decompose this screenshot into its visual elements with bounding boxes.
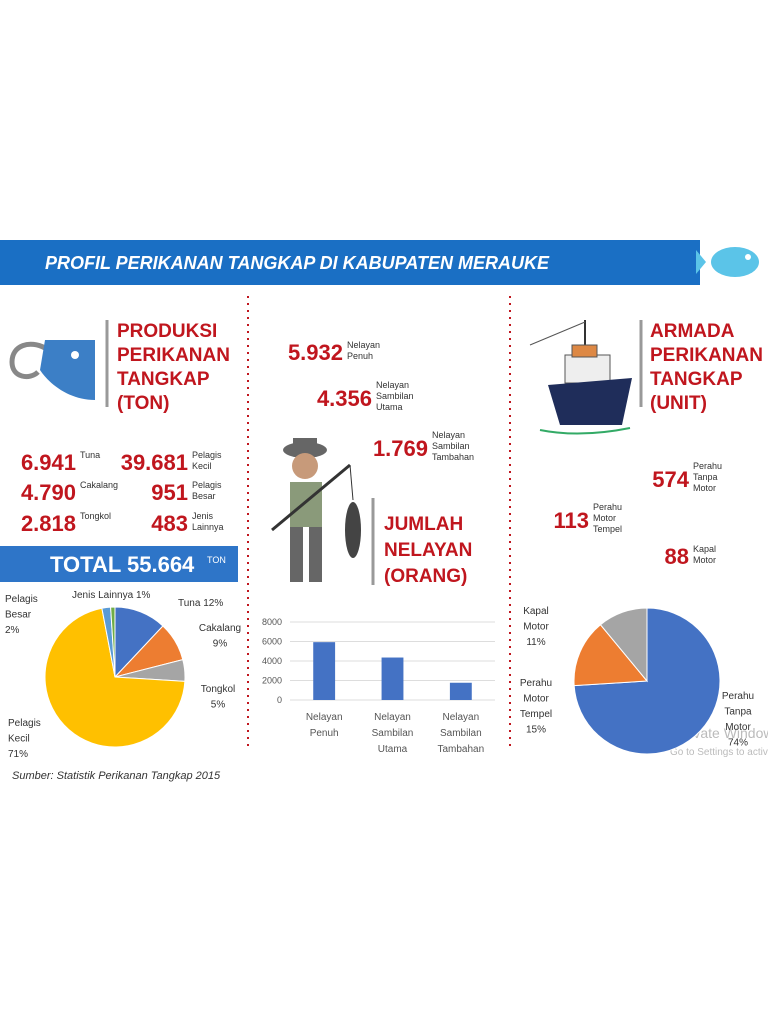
- stat-label: Nelayan: [347, 340, 380, 350]
- stat-label: Penuh: [347, 351, 373, 361]
- section-heading: JUMLAH: [384, 514, 463, 535]
- watermark: Go to Settings to activate Windows.: [670, 747, 768, 758]
- stat-label: Nelayan: [376, 380, 409, 390]
- stat-label: Tuna: [80, 450, 100, 460]
- stat-label: Pelagis: [192, 450, 222, 460]
- pie-value-label: 2%: [5, 625, 20, 636]
- section-heading: ARMADA: [650, 321, 735, 342]
- total-bar: [0, 546, 238, 582]
- pie-value-label: 11%: [526, 637, 545, 648]
- y-tick-label: 2000: [262, 676, 282, 686]
- section-heading: NELAYAN: [384, 540, 472, 561]
- stat-label: Sambilan: [432, 441, 470, 451]
- pie-value-label: 12%: [203, 598, 223, 609]
- pie-category: Perahu Tanpa Motor: [722, 691, 754, 733]
- pie-slice: [44, 607, 186, 748]
- stat-value: 113: [554, 508, 590, 533]
- stat-label: Tongkol: [80, 511, 111, 521]
- section-heading: PERIKANAN: [650, 345, 763, 366]
- bar: [449, 682, 472, 700]
- y-tick-label: 4000: [262, 656, 282, 666]
- section-heading: TANGKAP: [650, 369, 743, 390]
- stat-label: Utama: [376, 402, 403, 412]
- fisherman-icon: [271, 438, 361, 582]
- pie-category: Pelagis Kecil: [8, 718, 41, 745]
- stat-label: Kapal: [693, 544, 716, 554]
- hook-icon: [9, 340, 95, 400]
- pie-label: Jenis Lainnya 1%: [72, 590, 150, 601]
- stat-value: 1.769: [373, 436, 428, 461]
- stat-value: 574: [652, 467, 689, 492]
- pie-category: Kapal Motor: [523, 606, 549, 633]
- stat-label: Motor: [693, 555, 716, 565]
- header-bar: [0, 240, 700, 285]
- stat-label: Motor: [593, 513, 616, 523]
- y-tick-label: 8000: [262, 617, 282, 627]
- pie-category: Tongkol: [201, 684, 235, 695]
- x-tick-label: Nelayan Sambilan Utama: [372, 712, 414, 755]
- section-heading: (TON): [117, 393, 169, 414]
- pie-slice: [110, 606, 116, 678]
- stat-value: 483: [151, 511, 188, 536]
- pie-category: Perahu Motor Tempel: [520, 678, 552, 720]
- bar: [381, 657, 404, 700]
- x-tick-label: Nelayan Penuh: [306, 712, 343, 739]
- header-fish: [696, 247, 759, 277]
- stat-value: 39.681: [121, 450, 188, 475]
- stat-label: Jenis: [192, 511, 214, 521]
- stat-label: Tanpa: [693, 472, 718, 482]
- pie-slice: [573, 624, 649, 687]
- stat-label: Perahu: [593, 502, 622, 512]
- stat-value: 2.818: [21, 511, 76, 536]
- section-heading: (ORANG): [384, 566, 467, 587]
- pie-category: Tuna: [178, 598, 201, 609]
- stat-value: 5.932: [288, 340, 343, 365]
- stat-value: 6.941: [21, 450, 76, 475]
- stat-label: Nelayan: [432, 430, 465, 440]
- stat-label: Pelagis: [192, 480, 222, 490]
- pie-value-label: 74%: [728, 738, 748, 749]
- stat-label: Perahu: [693, 461, 722, 471]
- pie-value-label: 5%: [211, 700, 226, 711]
- stat-label: Lainnya: [192, 522, 224, 532]
- stat-label: Besar: [192, 491, 216, 501]
- stat-value: 4.356: [317, 386, 372, 411]
- section-heading: PRODUKSI: [117, 321, 217, 342]
- stat-label: Tempel: [593, 524, 622, 534]
- pie-category: Jenis Lainnya: [72, 590, 134, 601]
- y-tick-label: 0: [277, 695, 282, 705]
- stat-label: Kecil: [192, 461, 212, 471]
- bar: [313, 642, 336, 700]
- pie-slice: [599, 607, 648, 683]
- pie-value-label: 71%: [8, 749, 28, 760]
- stat-label: Cakalang: [80, 480, 118, 490]
- section-heading: (UNIT): [650, 393, 707, 414]
- stat-label: Motor: [693, 483, 716, 493]
- stat-label: Sambilan: [376, 391, 414, 401]
- pie-label: Tuna 12%: [178, 598, 223, 609]
- pie-value-label: 15%: [526, 725, 546, 736]
- stat-label: Tambahan: [432, 452, 474, 462]
- y-tick-label: 6000: [262, 637, 282, 647]
- ship-icon: [529, 320, 632, 435]
- pie-category: Cakalang: [199, 623, 241, 634]
- total: TOTAL 55.664: [50, 552, 195, 577]
- x-tick-label: Nelayan Sambilan Tambahan: [437, 712, 484, 755]
- pie-value-label: 9%: [213, 639, 228, 650]
- stat-value: 951: [151, 480, 188, 505]
- source: Sumber: Statistik Perikanan Tangkap 2015: [12, 770, 221, 782]
- pie-category: Pelagis Besar: [5, 594, 38, 621]
- header-title: PROFIL PERIKANAN TANGKAP DI KABUPATEN ME…: [45, 253, 550, 273]
- section-heading: TANGKAP: [117, 369, 210, 390]
- stat-value: 88: [665, 544, 689, 569]
- section-heading: PERIKANAN: [117, 345, 230, 366]
- stat-value: 4.790: [21, 480, 76, 505]
- total-unit: TON: [207, 555, 226, 565]
- pie-value-label: 1%: [136, 590, 151, 601]
